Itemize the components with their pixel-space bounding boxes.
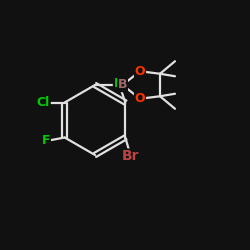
Text: Cl: Cl (37, 96, 50, 109)
Text: O: O (135, 92, 145, 105)
Text: O: O (135, 65, 145, 78)
Text: F: F (114, 77, 122, 90)
Text: Br: Br (122, 149, 139, 163)
Text: B: B (118, 78, 127, 92)
Text: F: F (42, 134, 50, 146)
